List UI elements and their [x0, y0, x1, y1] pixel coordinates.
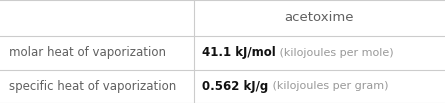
Text: acetoxime: acetoxime: [284, 11, 354, 24]
Text: 0.562 kJ/g: 0.562 kJ/g: [202, 80, 269, 93]
Text: molar heat of vaporization: molar heat of vaporization: [9, 46, 166, 59]
Text: 41.1 kJ/mol: 41.1 kJ/mol: [202, 46, 276, 59]
Text: specific heat of vaporization: specific heat of vaporization: [9, 80, 176, 93]
Text: (kilojoules per gram): (kilojoules per gram): [269, 81, 388, 91]
Text: (kilojoules per mole): (kilojoules per mole): [276, 47, 394, 58]
